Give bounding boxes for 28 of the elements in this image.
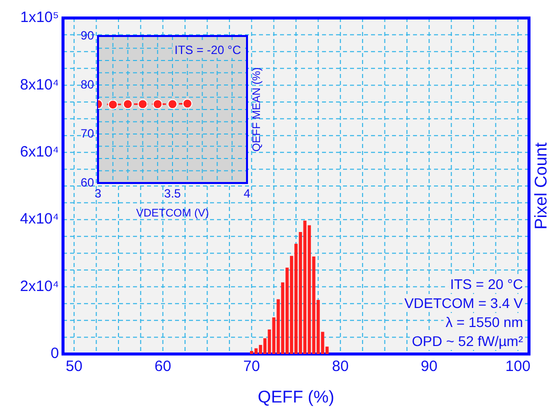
- annotation: VDETCOM = 3.4 V: [404, 295, 524, 311]
- y-tick-label: 70: [80, 126, 94, 140]
- y-tick-label: 60: [80, 175, 94, 190]
- x-tick-label: 60: [154, 358, 172, 376]
- y-axis-title: QEFF MEAN (%): [251, 67, 264, 152]
- x-tick-label: 50: [66, 358, 82, 376]
- x-tick-label: 70: [243, 358, 260, 376]
- y-tick-label: 2x10⁴: [20, 278, 59, 295]
- x-tick-label: 3.5: [164, 186, 182, 201]
- y-tick-label: 0: [50, 345, 59, 362]
- x-tick-label: 100: [505, 358, 530, 376]
- x-axis-title: VDETCOM (V): [136, 207, 209, 220]
- y-tick-label: 90: [80, 28, 94, 42]
- y-axis-title: Pixel Count: [532, 142, 551, 230]
- x-tick-label: 80: [332, 358, 349, 376]
- y-tick-label: 1x10⁵: [20, 9, 59, 26]
- annotation: ITS = -20 °C: [174, 43, 242, 57]
- annotation: λ = 1550 nm: [446, 314, 523, 330]
- x-tick-label: 90: [420, 358, 438, 376]
- y-tick-label: 4x10⁴: [20, 210, 59, 228]
- x-tick-label: 3: [94, 186, 102, 201]
- y-tick-label: 6x10⁴: [20, 144, 59, 161]
- annotation: ITS = 20 °C: [450, 276, 523, 292]
- x-tick-label: 4: [244, 186, 251, 201]
- y-tick-label: 80: [80, 77, 94, 92]
- x-axis-title: QEFF (%): [258, 387, 334, 406]
- y-tick-label: 8x10⁴: [20, 76, 59, 94]
- annotation: OPD ~ 52 fW/µm²: [412, 333, 524, 349]
